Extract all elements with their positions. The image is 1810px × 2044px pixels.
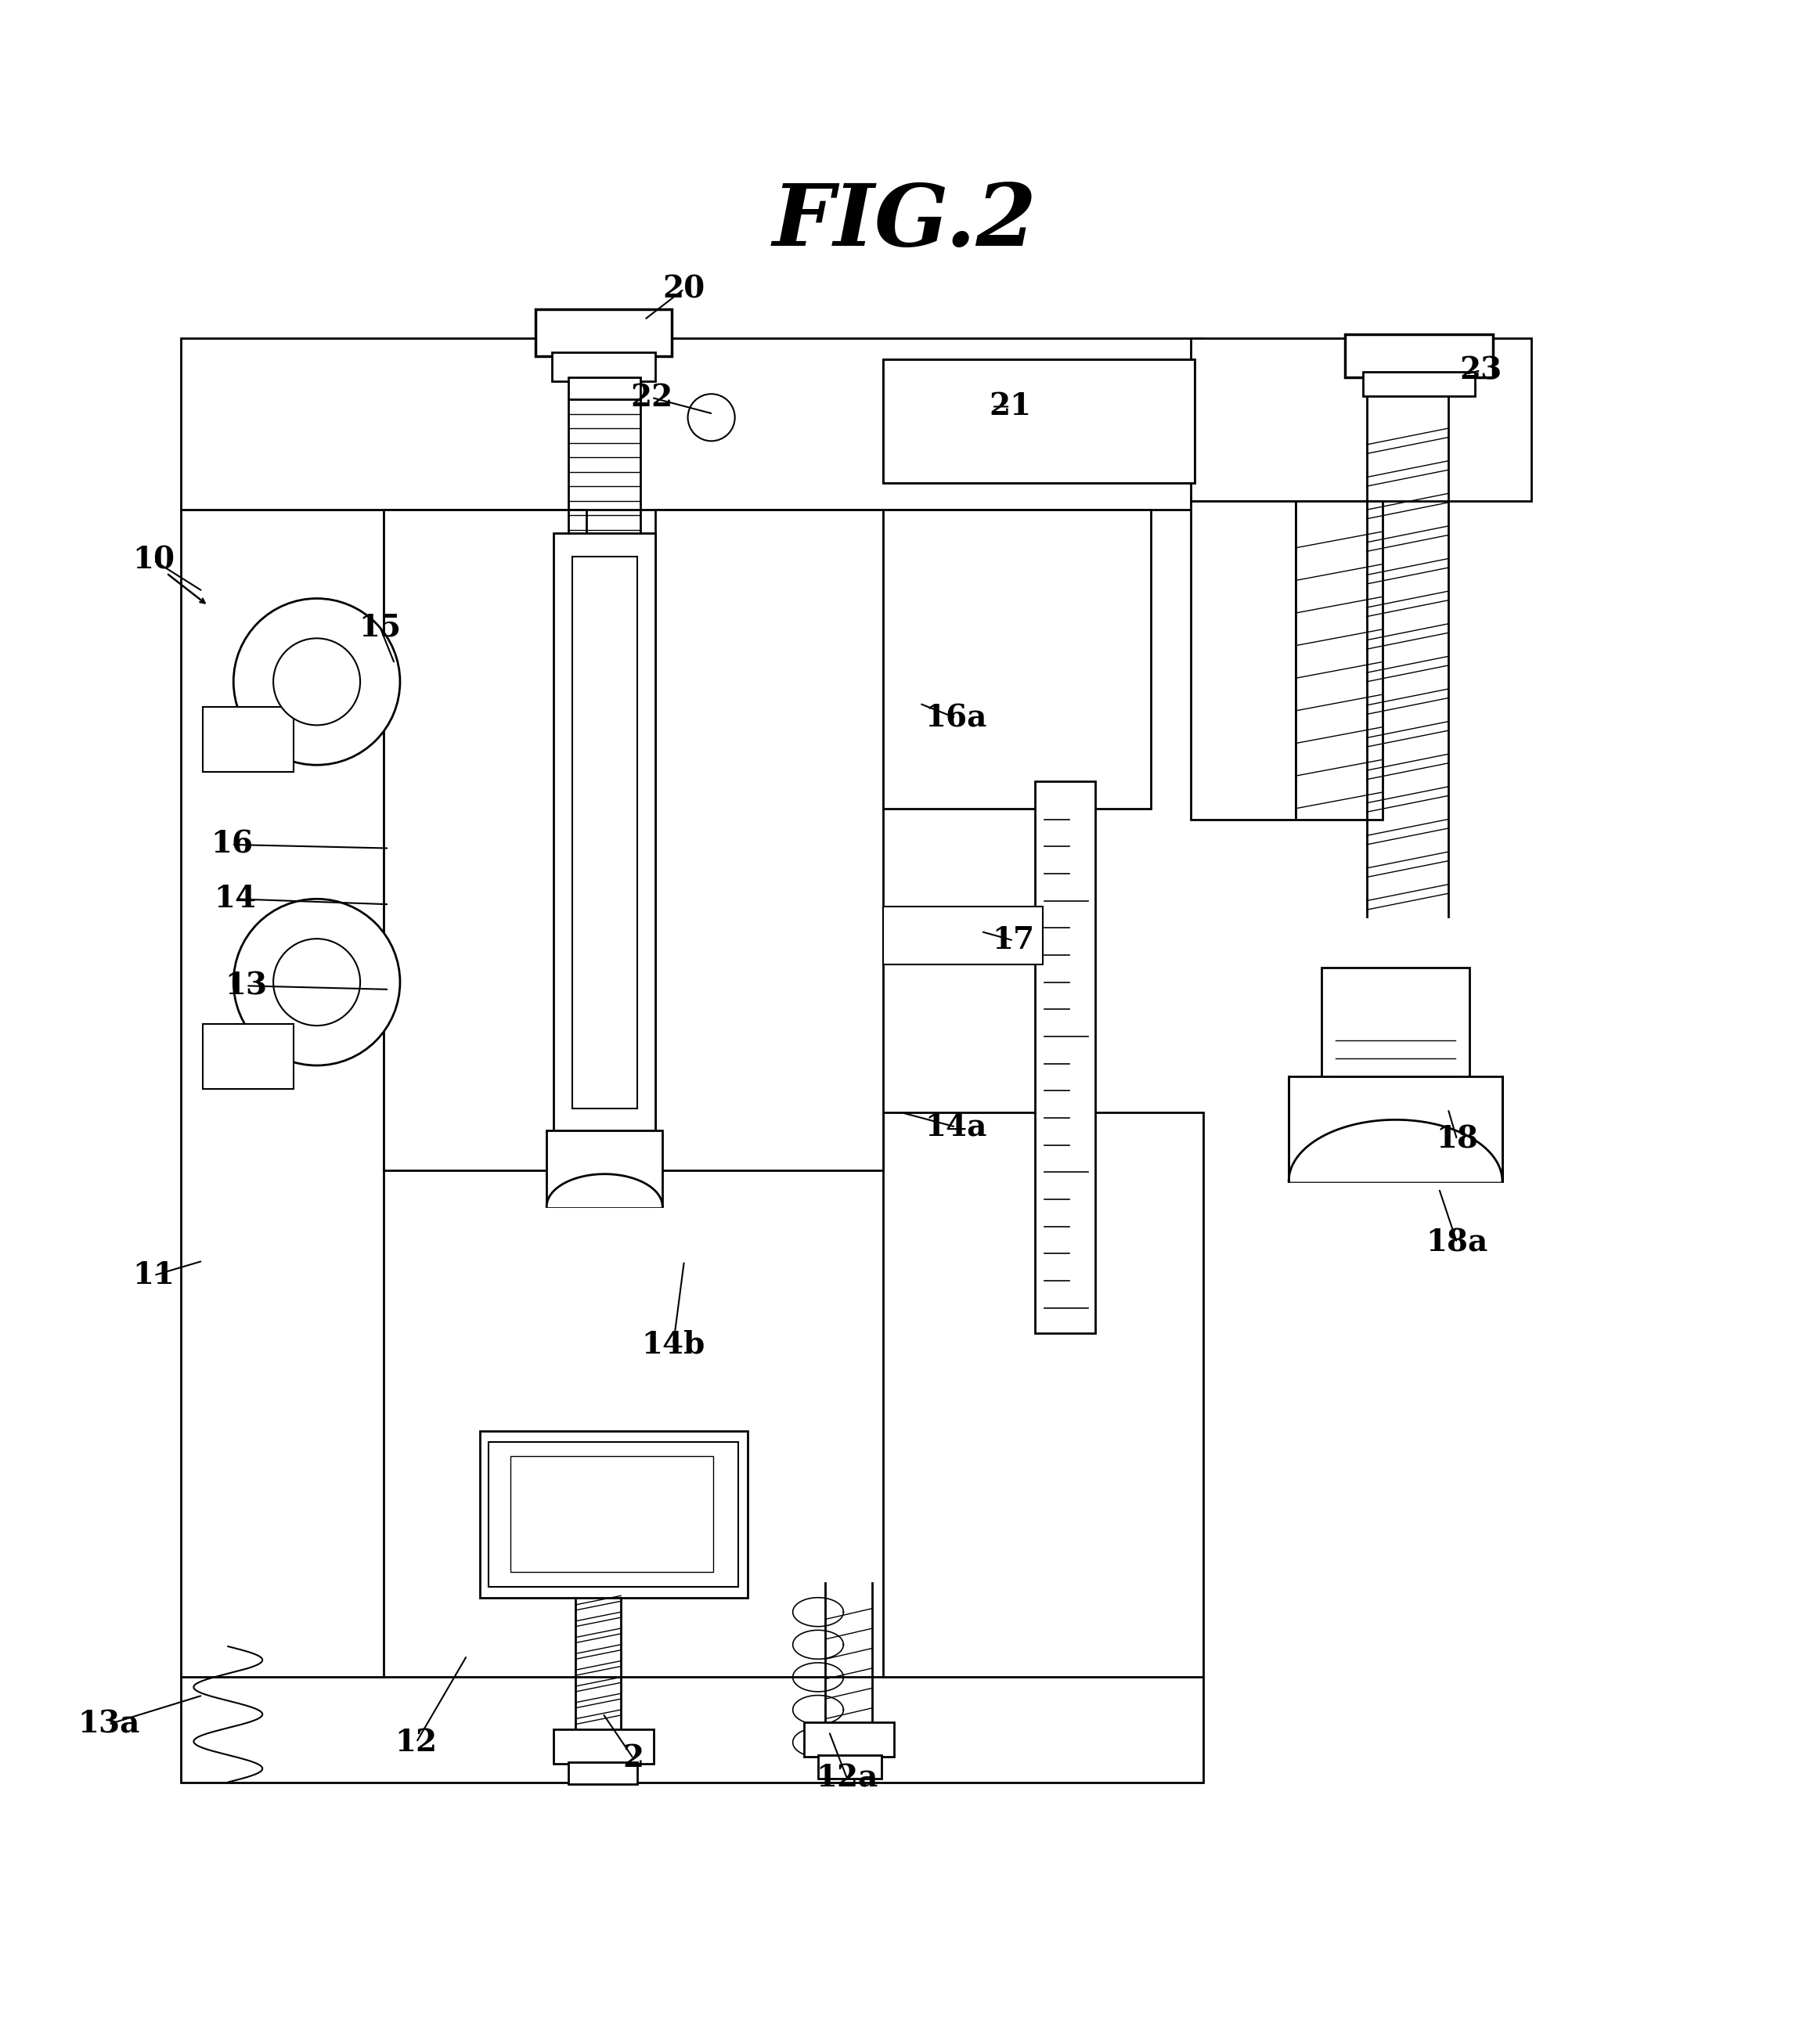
Text: 12a: 12a [816, 1764, 878, 1793]
Bar [480, 1431, 748, 1598]
Bar [883, 360, 1195, 482]
Bar [818, 1756, 881, 1778]
Bar [568, 378, 641, 399]
Text: 14: 14 [214, 885, 257, 914]
Bar [883, 360, 1195, 482]
Bar [510, 1457, 713, 1572]
Bar [489, 1441, 738, 1586]
Bar [572, 556, 637, 1110]
Bar [547, 1130, 662, 1206]
Text: 13: 13 [224, 971, 268, 1002]
Polygon shape [1289, 1120, 1502, 1181]
Bar [181, 1678, 1204, 1782]
Bar [181, 337, 1204, 509]
Bar [883, 1112, 1204, 1678]
Bar [804, 1723, 894, 1758]
Bar [655, 509, 883, 1171]
Circle shape [273, 638, 360, 726]
Text: 22: 22 [630, 382, 673, 413]
Bar [1289, 1077, 1502, 1181]
Bar [883, 1112, 1204, 1678]
Bar [1345, 335, 1493, 378]
Bar [554, 1729, 653, 1764]
Text: 21: 21 [988, 392, 1032, 421]
Bar [883, 509, 1151, 809]
Bar [1191, 501, 1296, 820]
Circle shape [688, 394, 735, 442]
Text: 10: 10 [132, 546, 176, 574]
Text: 14a: 14a [925, 1112, 986, 1143]
Text: 14b: 14b [641, 1329, 706, 1359]
Bar [536, 309, 672, 356]
Bar [181, 337, 1204, 509]
Text: 18a: 18a [1426, 1228, 1488, 1257]
Bar [568, 1762, 637, 1784]
Text: 23: 23 [1459, 356, 1502, 386]
Bar [552, 352, 655, 382]
Bar [883, 509, 1151, 809]
Bar [1191, 337, 1531, 501]
Text: 16a: 16a [925, 703, 986, 734]
Text: 15: 15 [358, 613, 402, 642]
Bar [181, 509, 384, 1678]
Text: 11: 11 [132, 1261, 176, 1290]
Bar [883, 360, 1195, 482]
Bar [1363, 372, 1475, 397]
Text: 13a: 13a [78, 1709, 139, 1739]
Bar [883, 905, 1043, 965]
Bar [384, 509, 586, 1171]
Bar [181, 509, 384, 1678]
Bar [1296, 501, 1383, 820]
Bar [586, 552, 655, 1141]
Bar [203, 707, 293, 773]
Bar [1191, 337, 1531, 501]
Bar [384, 509, 586, 1171]
Bar [203, 1024, 293, 1089]
Text: 16: 16 [210, 830, 253, 858]
Bar [181, 1678, 1204, 1782]
Text: 20: 20 [662, 274, 706, 305]
Bar [1321, 967, 1470, 1079]
Bar [554, 533, 655, 1141]
Text: 17: 17 [992, 926, 1035, 955]
Text: 2: 2 [623, 1744, 644, 1774]
Bar [203, 707, 293, 773]
Bar [1035, 781, 1095, 1333]
Bar [655, 509, 883, 1171]
Polygon shape [547, 1173, 662, 1206]
Text: 12: 12 [395, 1727, 438, 1758]
Bar [1191, 501, 1296, 820]
Circle shape [233, 899, 400, 1065]
Circle shape [233, 599, 400, 764]
Bar [883, 905, 1043, 965]
Text: FIG.2: FIG.2 [773, 180, 1037, 264]
Bar [203, 1024, 293, 1089]
Text: 18: 18 [1435, 1124, 1479, 1155]
Circle shape [273, 938, 360, 1026]
